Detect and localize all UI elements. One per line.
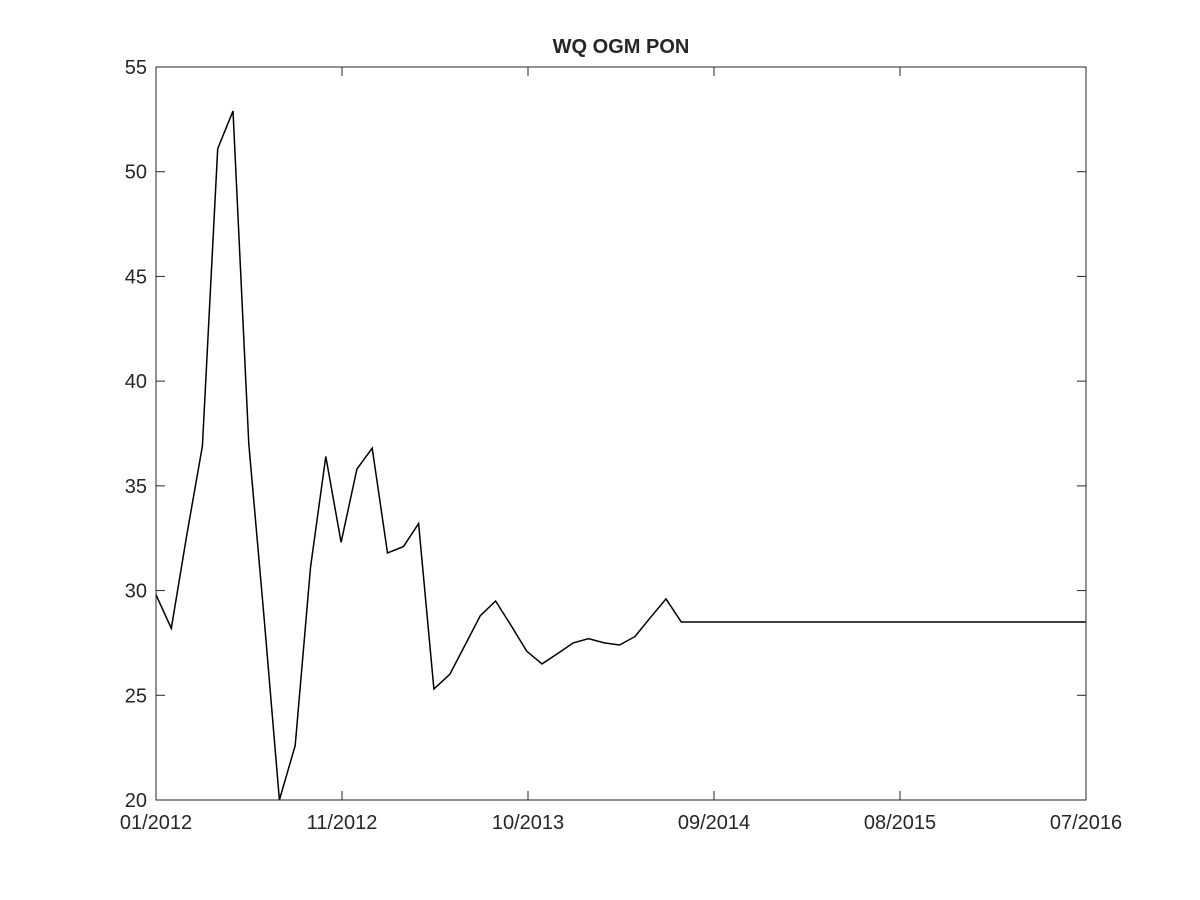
axes-box: [155, 66, 1087, 801]
x-tick-label: 10/2013: [492, 812, 564, 834]
axis-ticks: 20 25 30 35 40 45 50 55 01/2012 11/2012 10/2013 09/…: [120, 57, 1122, 834]
x-tick-label: 09/2014: [678, 812, 750, 834]
y-tick-label: 25: [125, 685, 147, 707]
y-tick-label: 40: [125, 371, 147, 393]
x-tick-label: 07/2016: [1050, 812, 1122, 834]
y-tick-label: 30: [125, 581, 147, 603]
x-tick-label: 08/2015: [864, 812, 936, 834]
plot-area: [156, 67, 1086, 800]
chart-title: WQ OGM PON: [553, 36, 690, 58]
y-tick-label: 35: [125, 476, 147, 498]
y-tick-label: 45: [125, 266, 147, 288]
series-line: [155, 110, 1086, 801]
y-tick-label: 20: [125, 790, 147, 812]
x-tick-label: 11/2012: [307, 812, 378, 834]
y-tick-label: 55: [125, 57, 147, 79]
data-series: [155, 110, 1086, 801]
x-tick-label: 01/2012: [120, 812, 192, 834]
y-tick-label: 50: [125, 162, 147, 184]
